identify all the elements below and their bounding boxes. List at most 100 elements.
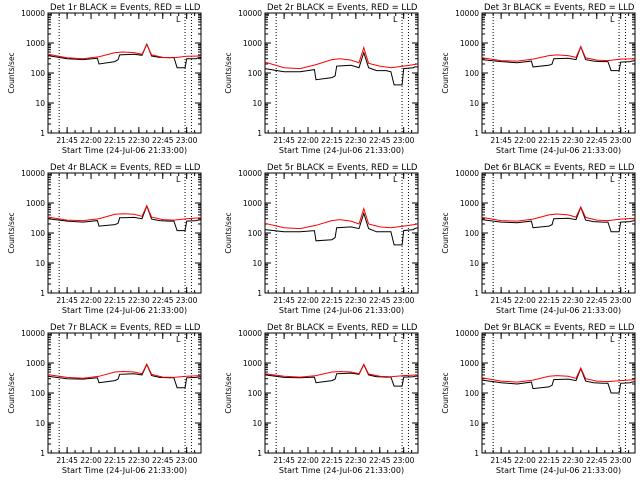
x-tick-label: 22:00	[297, 456, 319, 465]
x-tick-label: 22:30	[128, 456, 150, 465]
y-tick-label: 10	[469, 419, 479, 428]
x-tick-label: 22:00	[514, 136, 536, 145]
x-axis-label: Start Time (24-Jul-06 21:33:00)	[279, 146, 404, 155]
x-tick-label: 22:30	[345, 296, 367, 305]
y-tick-label: 1000	[460, 39, 479, 48]
x-tick-label: 22:30	[562, 296, 584, 305]
y-axis-label: Counts/sec	[441, 372, 450, 413]
series-line-events	[47, 363, 202, 389]
y-tick-label: 10	[469, 99, 479, 108]
x-axis-label: Start Time (24-Jul-06 21:33:00)	[496, 306, 621, 315]
x-tick-label: 22:00	[514, 296, 536, 305]
corner-label: L	[610, 15, 615, 24]
chart-panel-7: Det 7r BLACK = Events, RED = LLD 1 10 100 10…	[7, 323, 202, 475]
x-tick-label: 21:45	[490, 456, 512, 465]
series-line-events	[264, 363, 419, 387]
y-axis-label: Counts/sec	[224, 212, 233, 253]
x-tick-label: 22:30	[128, 136, 150, 145]
series-line-lld	[264, 363, 419, 378]
y-tick-label: 1	[40, 449, 45, 458]
x-tick-label: 22:15	[104, 456, 126, 465]
y-tick-label: 100	[465, 389, 480, 398]
y-tick-label: 10000	[238, 9, 262, 18]
x-axis-label: Start Time (24-Jul-06 21:33:00)	[279, 466, 404, 475]
series-line-lld	[481, 45, 636, 62]
chart-panel-9: Det 9r BLACK = Events, RED = LLD 1 10 100 10…	[441, 323, 636, 475]
x-axis-label: Start Time (24-Jul-06 21:33:00)	[62, 306, 187, 315]
chart-title: Det 1r BLACK = Events, RED = LLD	[50, 3, 201, 13]
x-tick-label: 22:45	[369, 296, 391, 305]
plot-frame	[47, 332, 202, 454]
y-tick-label: 100	[248, 229, 263, 238]
y-tick-label: 10000	[455, 9, 479, 18]
x-tick-label: 21:45	[56, 296, 78, 305]
x-tick-label: 23:00	[393, 456, 415, 465]
x-tick-label: 22:15	[104, 296, 126, 305]
x-tick-label: 22:15	[321, 136, 343, 145]
chart-panel-6: Det 6r BLACK = Events, RED = LLD 1 10 100 10…	[441, 163, 636, 315]
y-tick-label: 10	[35, 259, 45, 268]
y-tick-label: 100	[248, 389, 263, 398]
y-axis-label: Counts/sec	[224, 372, 233, 413]
x-tick-label: 23:00	[176, 456, 198, 465]
chart-title: Det 6r BLACK = Events, RED = LLD	[484, 163, 635, 173]
plot-frame	[264, 172, 419, 294]
series-line-events	[264, 211, 419, 246]
corner-label: L	[393, 335, 398, 344]
y-tick-label: 1000	[460, 359, 479, 368]
chart-panel-8: Det 8r BLACK = Events, RED = LLD 1 10 100 10…	[224, 323, 419, 475]
y-tick-label: 100	[248, 69, 263, 78]
x-tick-label: 22:45	[152, 136, 174, 145]
x-tick-label: 22:45	[586, 456, 608, 465]
x-tick-label: 22:45	[586, 296, 608, 305]
series-line-lld	[47, 43, 202, 60]
y-tick-label: 1000	[26, 199, 45, 208]
y-tick-label: 10	[252, 99, 262, 108]
chart-panel-3: Det 3r BLACK = Events, RED = LLD 1 10 100 10…	[441, 3, 636, 155]
x-axis-label: Start Time (24-Jul-06 21:33:00)	[62, 466, 187, 475]
x-tick-label: 22:15	[538, 136, 560, 145]
x-tick-label: 22:15	[104, 136, 126, 145]
chart-title: Det 7r BLACK = Events, RED = LLD	[50, 323, 201, 333]
y-tick-label: 10000	[455, 329, 479, 338]
x-tick-label: 21:45	[273, 296, 295, 305]
y-axis-label: Counts/sec	[441, 212, 450, 253]
x-tick-label: 22:30	[128, 296, 150, 305]
chart-title: Det 3r BLACK = Events, RED = LLD	[484, 3, 635, 13]
x-tick-label: 21:45	[273, 136, 295, 145]
corner-label: L	[176, 175, 181, 184]
x-axis-label: Start Time (24-Jul-06 21:33:00)	[496, 146, 621, 155]
y-axis-label: Counts/sec	[7, 372, 16, 413]
y-tick-label: 10000	[21, 9, 45, 18]
x-tick-label: 22:45	[152, 456, 174, 465]
series-line-events	[47, 42, 202, 69]
y-tick-label: 10	[469, 259, 479, 268]
x-tick-label: 23:00	[176, 296, 198, 305]
chart-title: Det 2r BLACK = Events, RED = LLD	[267, 3, 418, 13]
y-tick-label: 1000	[26, 359, 45, 368]
y-tick-label: 1	[40, 129, 45, 138]
y-tick-label: 1	[474, 289, 479, 298]
series-line-events	[47, 204, 202, 232]
series-line-events	[481, 205, 636, 233]
x-tick-label: 22:45	[369, 136, 391, 145]
y-axis-label: Counts/sec	[7, 212, 16, 253]
series-line-lld	[481, 205, 636, 222]
x-tick-label: 22:00	[514, 456, 536, 465]
y-tick-label: 1	[257, 289, 262, 298]
x-tick-label: 23:00	[610, 296, 632, 305]
plot-frame	[47, 12, 202, 134]
y-tick-label: 1	[474, 449, 479, 458]
x-tick-label: 22:00	[80, 296, 102, 305]
x-tick-label: 21:45	[56, 136, 78, 145]
x-tick-label: 22:15	[321, 456, 343, 465]
series-line-events	[481, 45, 636, 72]
x-tick-label: 22:45	[586, 136, 608, 145]
x-tick-label: 22:15	[321, 296, 343, 305]
y-tick-label: 10	[252, 419, 262, 428]
y-tick-label: 100	[31, 69, 46, 78]
chart-title: Det 5r BLACK = Events, RED = LLD	[267, 163, 418, 173]
y-tick-label: 10000	[238, 169, 262, 178]
y-tick-label: 1	[40, 289, 45, 298]
